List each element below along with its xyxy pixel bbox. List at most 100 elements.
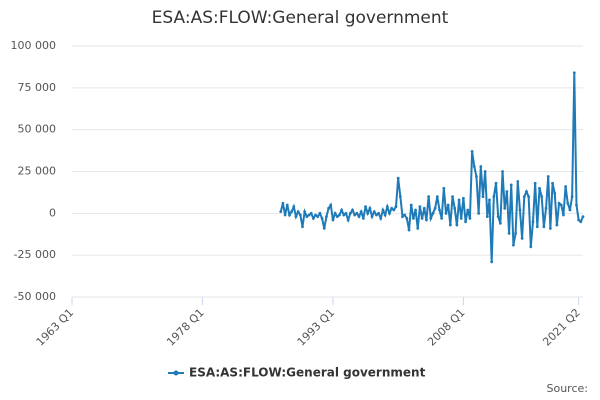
data-point — [522, 195, 526, 199]
data-point — [546, 175, 550, 178]
data-point — [401, 215, 404, 219]
data-point — [405, 216, 409, 220]
data-point — [527, 195, 531, 199]
data-point — [392, 208, 396, 212]
data-point — [418, 205, 422, 209]
data-point — [444, 211, 448, 215]
data-point — [366, 211, 370, 215]
data-point — [409, 203, 413, 207]
data-point — [570, 195, 574, 199]
data-point — [390, 206, 394, 210]
data-point — [290, 210, 294, 214]
data-point — [353, 213, 357, 217]
data-point — [311, 216, 315, 220]
data-point — [329, 203, 333, 207]
data-point — [555, 223, 559, 227]
data-point — [475, 175, 478, 178]
data-point — [559, 203, 563, 207]
data-point — [385, 205, 389, 209]
data-point — [407, 228, 411, 232]
credit: Source: — [547, 382, 589, 395]
data-point — [296, 210, 300, 214]
data-point — [388, 211, 391, 215]
data-point — [281, 201, 285, 205]
data-point — [422, 206, 426, 210]
data-point — [468, 216, 472, 220]
data-point — [455, 223, 459, 227]
data-point — [283, 213, 287, 217]
data-point — [459, 216, 463, 220]
legend-label: ESA:AS:FLOW:General government — [189, 366, 426, 380]
data-point — [581, 215, 585, 219]
data-point — [414, 208, 417, 212]
chart-title: ESA:AS:FLOW:General government — [152, 8, 449, 28]
data-point — [338, 213, 341, 217]
data-point — [572, 71, 576, 75]
data-point — [292, 205, 296, 209]
data-point — [364, 205, 367, 209]
data-point — [481, 195, 485, 199]
x-tick-label: 2008 Q1 — [425, 306, 468, 349]
data-point — [472, 165, 476, 168]
data-point — [348, 211, 352, 215]
data-point — [398, 195, 402, 199]
data-point — [464, 220, 467, 224]
data-point — [344, 211, 348, 215]
data-point — [294, 215, 298, 219]
data-point — [320, 216, 324, 220]
data-point — [298, 213, 302, 217]
data-point — [451, 195, 454, 199]
data-point — [477, 211, 481, 215]
y-tick-label: -50 000 — [14, 290, 56, 303]
data-point — [483, 170, 487, 173]
data-point — [377, 211, 380, 215]
data-point — [540, 195, 544, 199]
data-point — [427, 195, 431, 199]
data-point — [503, 206, 507, 210]
data-point — [333, 211, 337, 215]
data-point — [425, 218, 428, 222]
data-point — [488, 198, 491, 202]
data-point — [579, 220, 583, 224]
data-point — [429, 216, 433, 220]
data-point — [494, 181, 498, 185]
data-point — [509, 183, 513, 187]
data-point — [448, 223, 452, 227]
data-point — [288, 213, 291, 217]
data-point — [562, 213, 565, 217]
data-point — [342, 213, 346, 217]
data-point — [498, 221, 502, 225]
data-point — [372, 210, 376, 214]
data-point — [379, 216, 383, 220]
data-point — [516, 180, 520, 183]
x-tick-label: 1963 Q1 — [34, 306, 77, 349]
data-point — [518, 208, 522, 212]
data-point — [285, 203, 289, 207]
data-point — [357, 215, 361, 219]
data-point — [544, 206, 548, 210]
data-point — [538, 186, 541, 190]
data-point — [346, 218, 350, 222]
data-point — [335, 215, 339, 219]
data-point — [457, 198, 461, 202]
data-point — [411, 216, 415, 220]
data-point — [331, 218, 335, 222]
data-point — [322, 226, 326, 230]
data-point — [505, 190, 509, 193]
data-point — [279, 210, 283, 214]
y-tick-label: 0 — [49, 206, 56, 219]
data-point — [327, 206, 330, 210]
data-point — [507, 232, 511, 235]
data-point — [370, 215, 374, 219]
data-point — [433, 206, 437, 210]
y-tick-label: 25 000 — [18, 165, 57, 178]
series-line — [279, 72, 584, 262]
data-point — [453, 206, 457, 210]
data-point — [533, 181, 537, 185]
data-point — [396, 176, 400, 180]
data-point — [431, 211, 435, 215]
data-point — [318, 211, 322, 215]
data-point — [462, 196, 465, 200]
data-point — [340, 208, 344, 212]
data-point — [568, 208, 572, 212]
